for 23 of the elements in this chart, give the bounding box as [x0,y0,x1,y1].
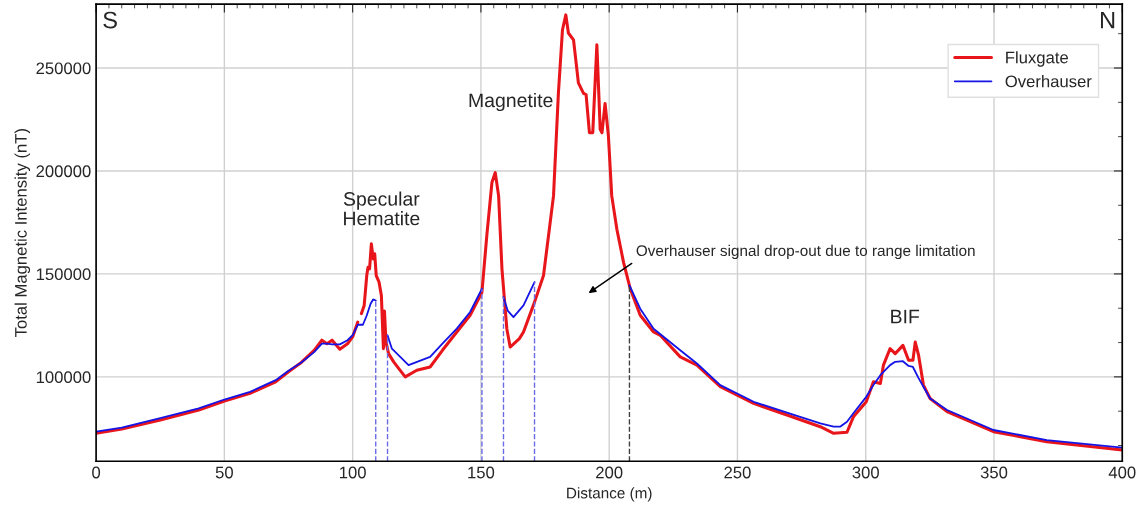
x-tick-label: 50 [215,466,233,479]
y-axis-title: Total Magnetic Intensity (nT) [14,129,31,338]
annotation: Specular Hematite [343,191,420,226]
x-tick-label: 150 [468,466,495,479]
y-tick-label: 200000 [36,165,91,178]
x-tick-label: 300 [852,466,879,479]
legend-label: Overhauser [1005,75,1092,88]
y-tick-label: 150000 [36,268,91,281]
annotation: Magnetite [469,92,553,112]
x-tick-label: 250 [724,466,751,479]
annotation: BIF [891,309,920,324]
x-tick-label: 400 [1108,466,1136,479]
x-tick-label: 200 [596,466,623,479]
x-axis-title: Distance (m) [567,487,652,502]
y-tick-label: 250000 [36,62,91,75]
y-tick-label: 100000 [36,371,91,384]
legend-label: Fluxgate [1006,51,1068,67]
annotation: Overhauser signal drop-out due to range limitation [636,244,975,260]
annotation: S [103,11,117,29]
x-tick-label: 100 [340,466,366,479]
x-tick-label: 350 [980,466,1008,479]
x-tick-label: 0 [92,466,101,479]
annotation: N [1100,11,1115,29]
